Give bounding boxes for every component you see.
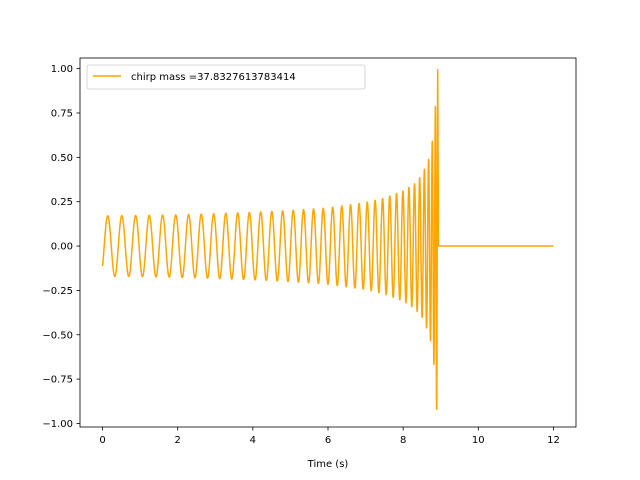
y-tick-label: 0.50 — [51, 153, 73, 164]
x-tick-label: 2 — [175, 435, 181, 446]
y-tick-label: 1.00 — [51, 64, 73, 75]
x-tick-label: 0 — [99, 435, 105, 446]
ticks: 0 2 4 6 8 10 12 1.00 0.75 0.50 0.25 0.00 −0.25 −0.50 −… — [42, 64, 559, 446]
x-axis-label: Time (s) — [307, 459, 349, 470]
series-line-chirp — [101, 69, 554, 411]
y-tick-label: 0.00 — [51, 242, 73, 253]
y-tick-label: −0.50 — [42, 330, 73, 341]
y-tick-label: −0.75 — [42, 375, 73, 386]
x-tick-label: 10 — [472, 435, 485, 446]
legend: chirp mass =37.8327613783414 — [86, 64, 366, 90]
y-tick-label: −1.00 — [42, 419, 73, 430]
y-tick-label: 0.75 — [51, 108, 73, 119]
x-tick-label: 8 — [400, 435, 406, 446]
y-tick-label: −0.25 — [42, 286, 73, 297]
x-tick-label: 12 — [547, 435, 560, 446]
y-tick-label: 0.25 — [51, 197, 73, 208]
legend-box — [86, 64, 366, 90]
x-tick-label: 4 — [250, 435, 256, 446]
x-tick-label: 6 — [325, 435, 331, 446]
legend-label: chirp mass =37.8327613783414 — [131, 72, 296, 83]
plot-area — [101, 69, 554, 411]
